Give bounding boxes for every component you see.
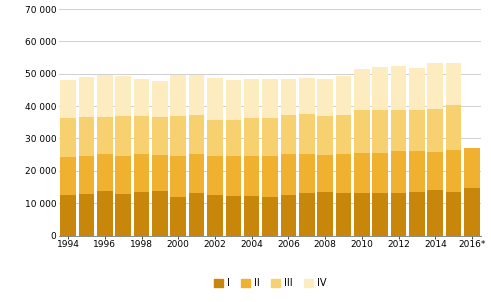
Bar — [317, 79, 333, 116]
Bar — [97, 76, 112, 117]
Bar — [189, 154, 204, 194]
Bar — [317, 116, 333, 155]
Bar — [336, 154, 351, 194]
Bar — [207, 78, 223, 120]
Bar — [336, 114, 351, 154]
Bar — [97, 117, 112, 154]
Bar — [170, 75, 186, 117]
Bar — [299, 194, 315, 236]
Bar — [244, 118, 259, 156]
Bar — [391, 66, 407, 110]
Bar — [207, 156, 223, 195]
Bar — [60, 118, 76, 157]
Bar — [428, 152, 443, 190]
Bar — [60, 195, 76, 236]
Bar — [464, 148, 480, 188]
Bar — [97, 191, 112, 236]
Bar — [464, 188, 480, 236]
Bar — [299, 154, 315, 194]
Bar — [170, 156, 186, 198]
Bar — [225, 196, 241, 236]
Bar — [152, 117, 168, 155]
Bar — [189, 75, 204, 114]
Bar — [115, 156, 131, 194]
Bar — [207, 195, 223, 236]
Bar — [244, 196, 259, 236]
Bar — [79, 194, 94, 236]
Bar — [428, 109, 443, 152]
Legend: I, II, III, IV: I, II, III, IV — [210, 275, 330, 292]
Bar — [115, 194, 131, 236]
Bar — [262, 118, 278, 156]
Bar — [446, 63, 462, 105]
Bar — [244, 79, 259, 118]
Bar — [97, 154, 112, 191]
Bar — [189, 114, 204, 154]
Bar — [262, 198, 278, 236]
Bar — [134, 154, 149, 192]
Bar — [354, 110, 370, 153]
Bar — [152, 155, 168, 191]
Bar — [409, 192, 425, 236]
Bar — [409, 110, 425, 151]
Bar — [372, 110, 388, 153]
Bar — [262, 156, 278, 198]
Bar — [79, 156, 94, 194]
Bar — [134, 115, 149, 154]
Bar — [280, 79, 296, 115]
Bar — [79, 77, 94, 117]
Bar — [391, 194, 407, 236]
Bar — [152, 81, 168, 117]
Bar — [115, 76, 131, 116]
Bar — [446, 150, 462, 192]
Bar — [60, 80, 76, 118]
Bar — [60, 157, 76, 195]
Bar — [170, 198, 186, 236]
Bar — [391, 151, 407, 194]
Bar — [152, 191, 168, 236]
Bar — [372, 153, 388, 193]
Bar — [336, 194, 351, 236]
Bar — [372, 67, 388, 110]
Bar — [225, 120, 241, 156]
Bar — [79, 117, 94, 156]
Bar — [299, 114, 315, 154]
Bar — [391, 110, 407, 151]
Bar — [299, 78, 315, 114]
Bar — [446, 192, 462, 236]
Bar — [207, 120, 223, 156]
Bar — [280, 154, 296, 195]
Bar — [336, 76, 351, 114]
Bar — [428, 190, 443, 236]
Bar — [317, 155, 333, 192]
Bar — [354, 69, 370, 110]
Bar — [446, 105, 462, 150]
Bar — [244, 156, 259, 196]
Bar — [189, 194, 204, 236]
Bar — [262, 79, 278, 118]
Bar — [409, 68, 425, 110]
Bar — [354, 194, 370, 236]
Bar — [134, 192, 149, 236]
Bar — [317, 192, 333, 236]
Bar — [134, 79, 149, 115]
Bar — [280, 115, 296, 154]
Bar — [225, 80, 241, 120]
Bar — [428, 63, 443, 109]
Bar — [170, 117, 186, 156]
Bar — [354, 153, 370, 194]
Bar — [225, 156, 241, 196]
Bar — [372, 193, 388, 236]
Bar — [409, 151, 425, 192]
Bar — [280, 195, 296, 236]
Bar — [115, 116, 131, 156]
